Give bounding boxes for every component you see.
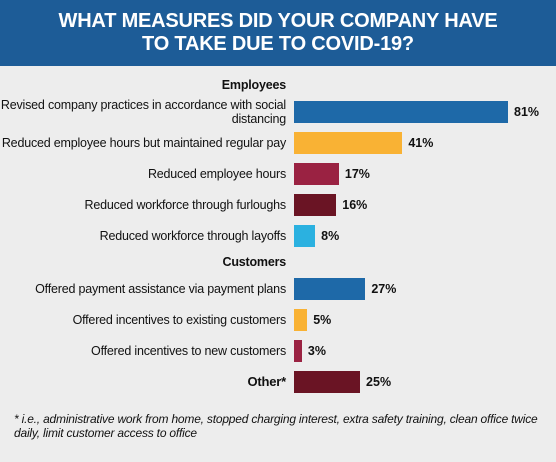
bar — [294, 193, 337, 216]
bar-row: Offered incentives to new customers 3% — [0, 335, 556, 366]
bar — [294, 162, 339, 185]
bar-row: Reduced workforce through layoffs 8% — [0, 220, 556, 251]
bar-row: Revised company practices in accordance … — [0, 96, 556, 127]
value-label: 81% — [514, 104, 540, 119]
bar — [294, 308, 308, 331]
value-label: 5% — [313, 312, 332, 327]
value-label: 25% — [366, 374, 392, 389]
category-label: Reduced employee hours but maintained re… — [1, 135, 286, 150]
value-label: 17% — [344, 166, 370, 181]
group-label: Employees — [221, 78, 286, 92]
bar-row: Offered payment assistance via payment p… — [0, 273, 556, 304]
category-label: Revised company practices in accordance … — [0, 97, 286, 126]
footnote: * i.e., administrative work from home, s… — [14, 412, 538, 440]
bar — [294, 131, 403, 154]
bar — [294, 339, 302, 362]
bar — [294, 100, 508, 123]
bar-row: Offered incentives to existing customers… — [0, 304, 556, 335]
bar — [294, 370, 361, 393]
plot: Employees Revised company practices in ac… — [0, 74, 556, 397]
category-label: Reduced workforce through layoffs — [99, 228, 287, 243]
bar — [294, 224, 316, 247]
category-label: Offered incentives to new customers — [91, 343, 286, 358]
bar — [294, 277, 366, 300]
category-label: Offered incentives to existing customers — [72, 312, 287, 327]
group-label: Customers — [222, 255, 287, 269]
bar-row: Reduced employee hours but maintained re… — [0, 127, 556, 158]
header: WHAT MEASURES DID YOUR COMPANY HAVE TO T… — [0, 0, 556, 66]
value-label: 27% — [371, 281, 397, 296]
category-label: Offered payment assistance via payment p… — [35, 281, 286, 296]
bar-row: Other* 25% — [0, 366, 556, 397]
category-label: Reduced employee hours — [147, 166, 286, 181]
category-label: Reduced workforce through furloughs — [84, 197, 287, 212]
chart-title: WHAT MEASURES DID YOUR COMPANY HAVE TO T… — [58, 10, 498, 55]
value-label: 3% — [307, 343, 326, 358]
value-label: 41% — [408, 135, 434, 150]
category-label: Other* — [247, 373, 286, 389]
value-label: 8% — [321, 228, 340, 243]
value-label: 16% — [342, 197, 368, 212]
bar-row: Reduced employee hours 17% — [0, 158, 556, 189]
bar-row: Reduced workforce through furloughs 16% — [0, 189, 556, 220]
group-row: Customers — [0, 251, 556, 273]
group-row: Employees — [0, 74, 556, 96]
